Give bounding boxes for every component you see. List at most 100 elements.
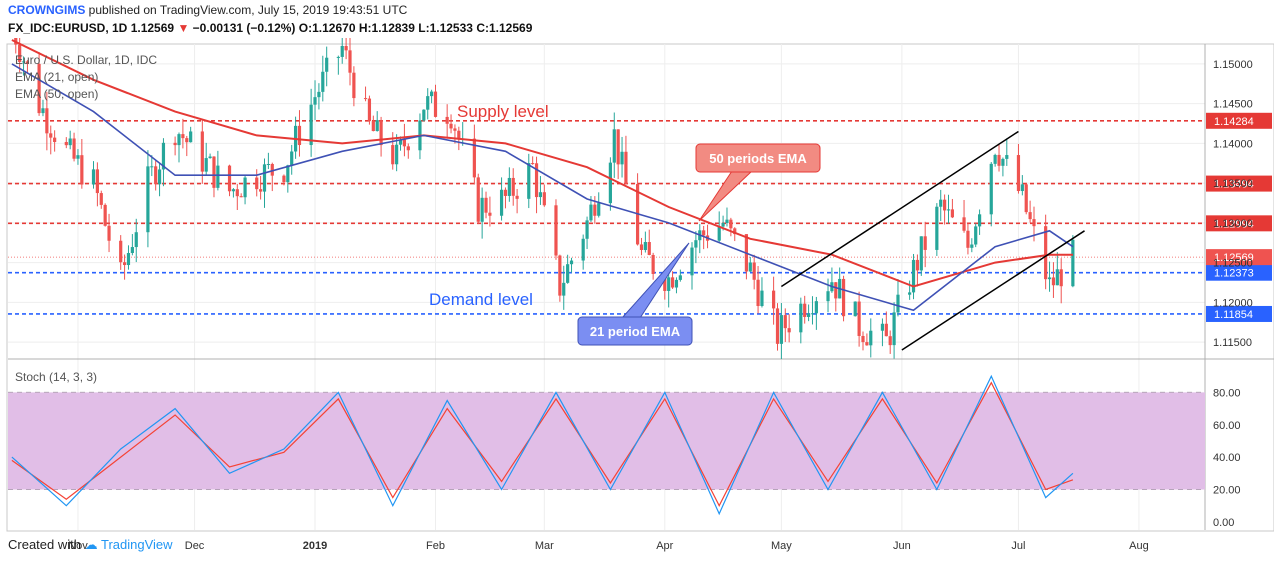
candle-body [814,301,818,314]
candle-body [1005,155,1009,159]
stoch-d-line [11,381,1074,508]
price-tick-label: 1.11500 [1213,337,1252,349]
candle-body [962,217,966,231]
candle-body [391,145,395,165]
candle-body [729,219,733,229]
candle-body [80,155,84,185]
candle-body [49,133,53,138]
low-value: 1.12533 [429,21,473,35]
publish-line: CROWNGIMS published on TradingView.com, … [8,3,407,17]
candle-body [974,226,978,245]
candle-body [181,134,185,139]
candle-body [185,138,189,143]
candle-body [348,50,352,73]
candle-body [25,61,30,64]
level-label-bg [1206,305,1272,322]
candle-body [282,175,286,183]
candle-body [1044,226,1048,280]
candle-body [371,121,375,132]
ema50-callout [695,143,821,173]
candle-body [667,277,671,291]
ema21-callout-text: 21 period EMA [590,324,681,339]
candle-body [352,72,356,99]
high-label: H: [358,21,372,35]
candle-body [173,142,177,146]
price-tick-label: 1.14000 [1213,138,1253,150]
candle-body [243,177,247,198]
candle-body [1028,212,1032,220]
candle-body [402,139,407,147]
candle-body [255,177,259,190]
candle-body [783,315,787,329]
author-name[interactable]: CROWNGIMS [8,3,86,17]
candle-body [562,282,566,296]
candle-body [476,177,480,222]
candle-body [146,166,150,233]
candle-body [884,323,888,337]
candle-body [721,222,725,227]
stoch-band [8,392,1205,490]
axes: 1.15000 1.14500 1.14000 1.13500 1.13000 1.125… [68,59,1253,552]
candle-body [130,247,134,254]
level-label: 1.11854 [1214,309,1253,321]
annotations[interactable]: Supply level Demand level 50 periods EMA 21… [429,102,821,346]
legend-ema21: EMA (21, open) [15,70,98,84]
footer: Created with ☁ TradingView [8,537,173,553]
candle-body [515,195,519,199]
symbol-name: FX_IDC:EURUSD, 1D [8,21,128,35]
open-label: O: [298,21,313,35]
price-chart[interactable]: 1.14284 1.13494 1.12994 1.12373 1.11854 1.125… [0,38,1274,558]
candle-body [154,166,158,185]
candle-body [445,116,449,124]
open-value: 1.12670 [312,21,356,35]
candle-body [690,247,694,276]
candle-body [733,228,737,235]
candle-body [760,290,764,307]
candle-body [426,96,430,110]
candle-body [772,290,776,309]
candle-body [216,165,220,188]
candle-body [896,294,900,313]
candle-body [150,166,154,168]
tradingview-brand[interactable]: TradingView [101,537,173,552]
candle-body [799,303,803,333]
candle-body [787,328,791,333]
candle-body [869,330,873,346]
price-channel[interactable] [780,130,1085,351]
candle-body [908,292,912,295]
level-label: 1.14284 [1214,116,1254,128]
last-price: 1.12569 [130,21,175,35]
candle-body [68,138,72,146]
candle-body [803,303,807,317]
candle-body [915,259,920,271]
ema21-callout [577,316,693,346]
candle-body [375,120,379,132]
candle-body [1071,239,1075,287]
candle-body [422,109,426,121]
demand-level-label: Demand level [429,290,533,309]
candle-body [484,197,488,213]
candle-body [290,151,294,166]
candle-body [919,236,923,271]
candle-body [266,163,270,165]
candle-body [76,155,80,159]
candle-body [589,204,593,221]
candle-body [752,262,756,280]
candle-body [935,206,939,250]
candle-body [503,189,508,196]
candle-body [581,238,585,261]
candle-body [702,230,706,236]
candle-body [911,259,916,293]
time-tick-label: Apr [656,540,673,552]
candle-body [1016,155,1021,192]
candle-body [1032,219,1036,227]
candle-body [511,177,515,196]
stoch-tick-label: 0.00 [1213,517,1234,529]
candle-body [1055,269,1059,286]
candle-body [939,199,943,207]
candle-body [977,214,982,227]
candle-body [430,91,434,97]
candle-body [639,244,644,250]
candle-body [1059,269,1063,287]
stoch-tick-label: 60.00 [1213,420,1241,432]
